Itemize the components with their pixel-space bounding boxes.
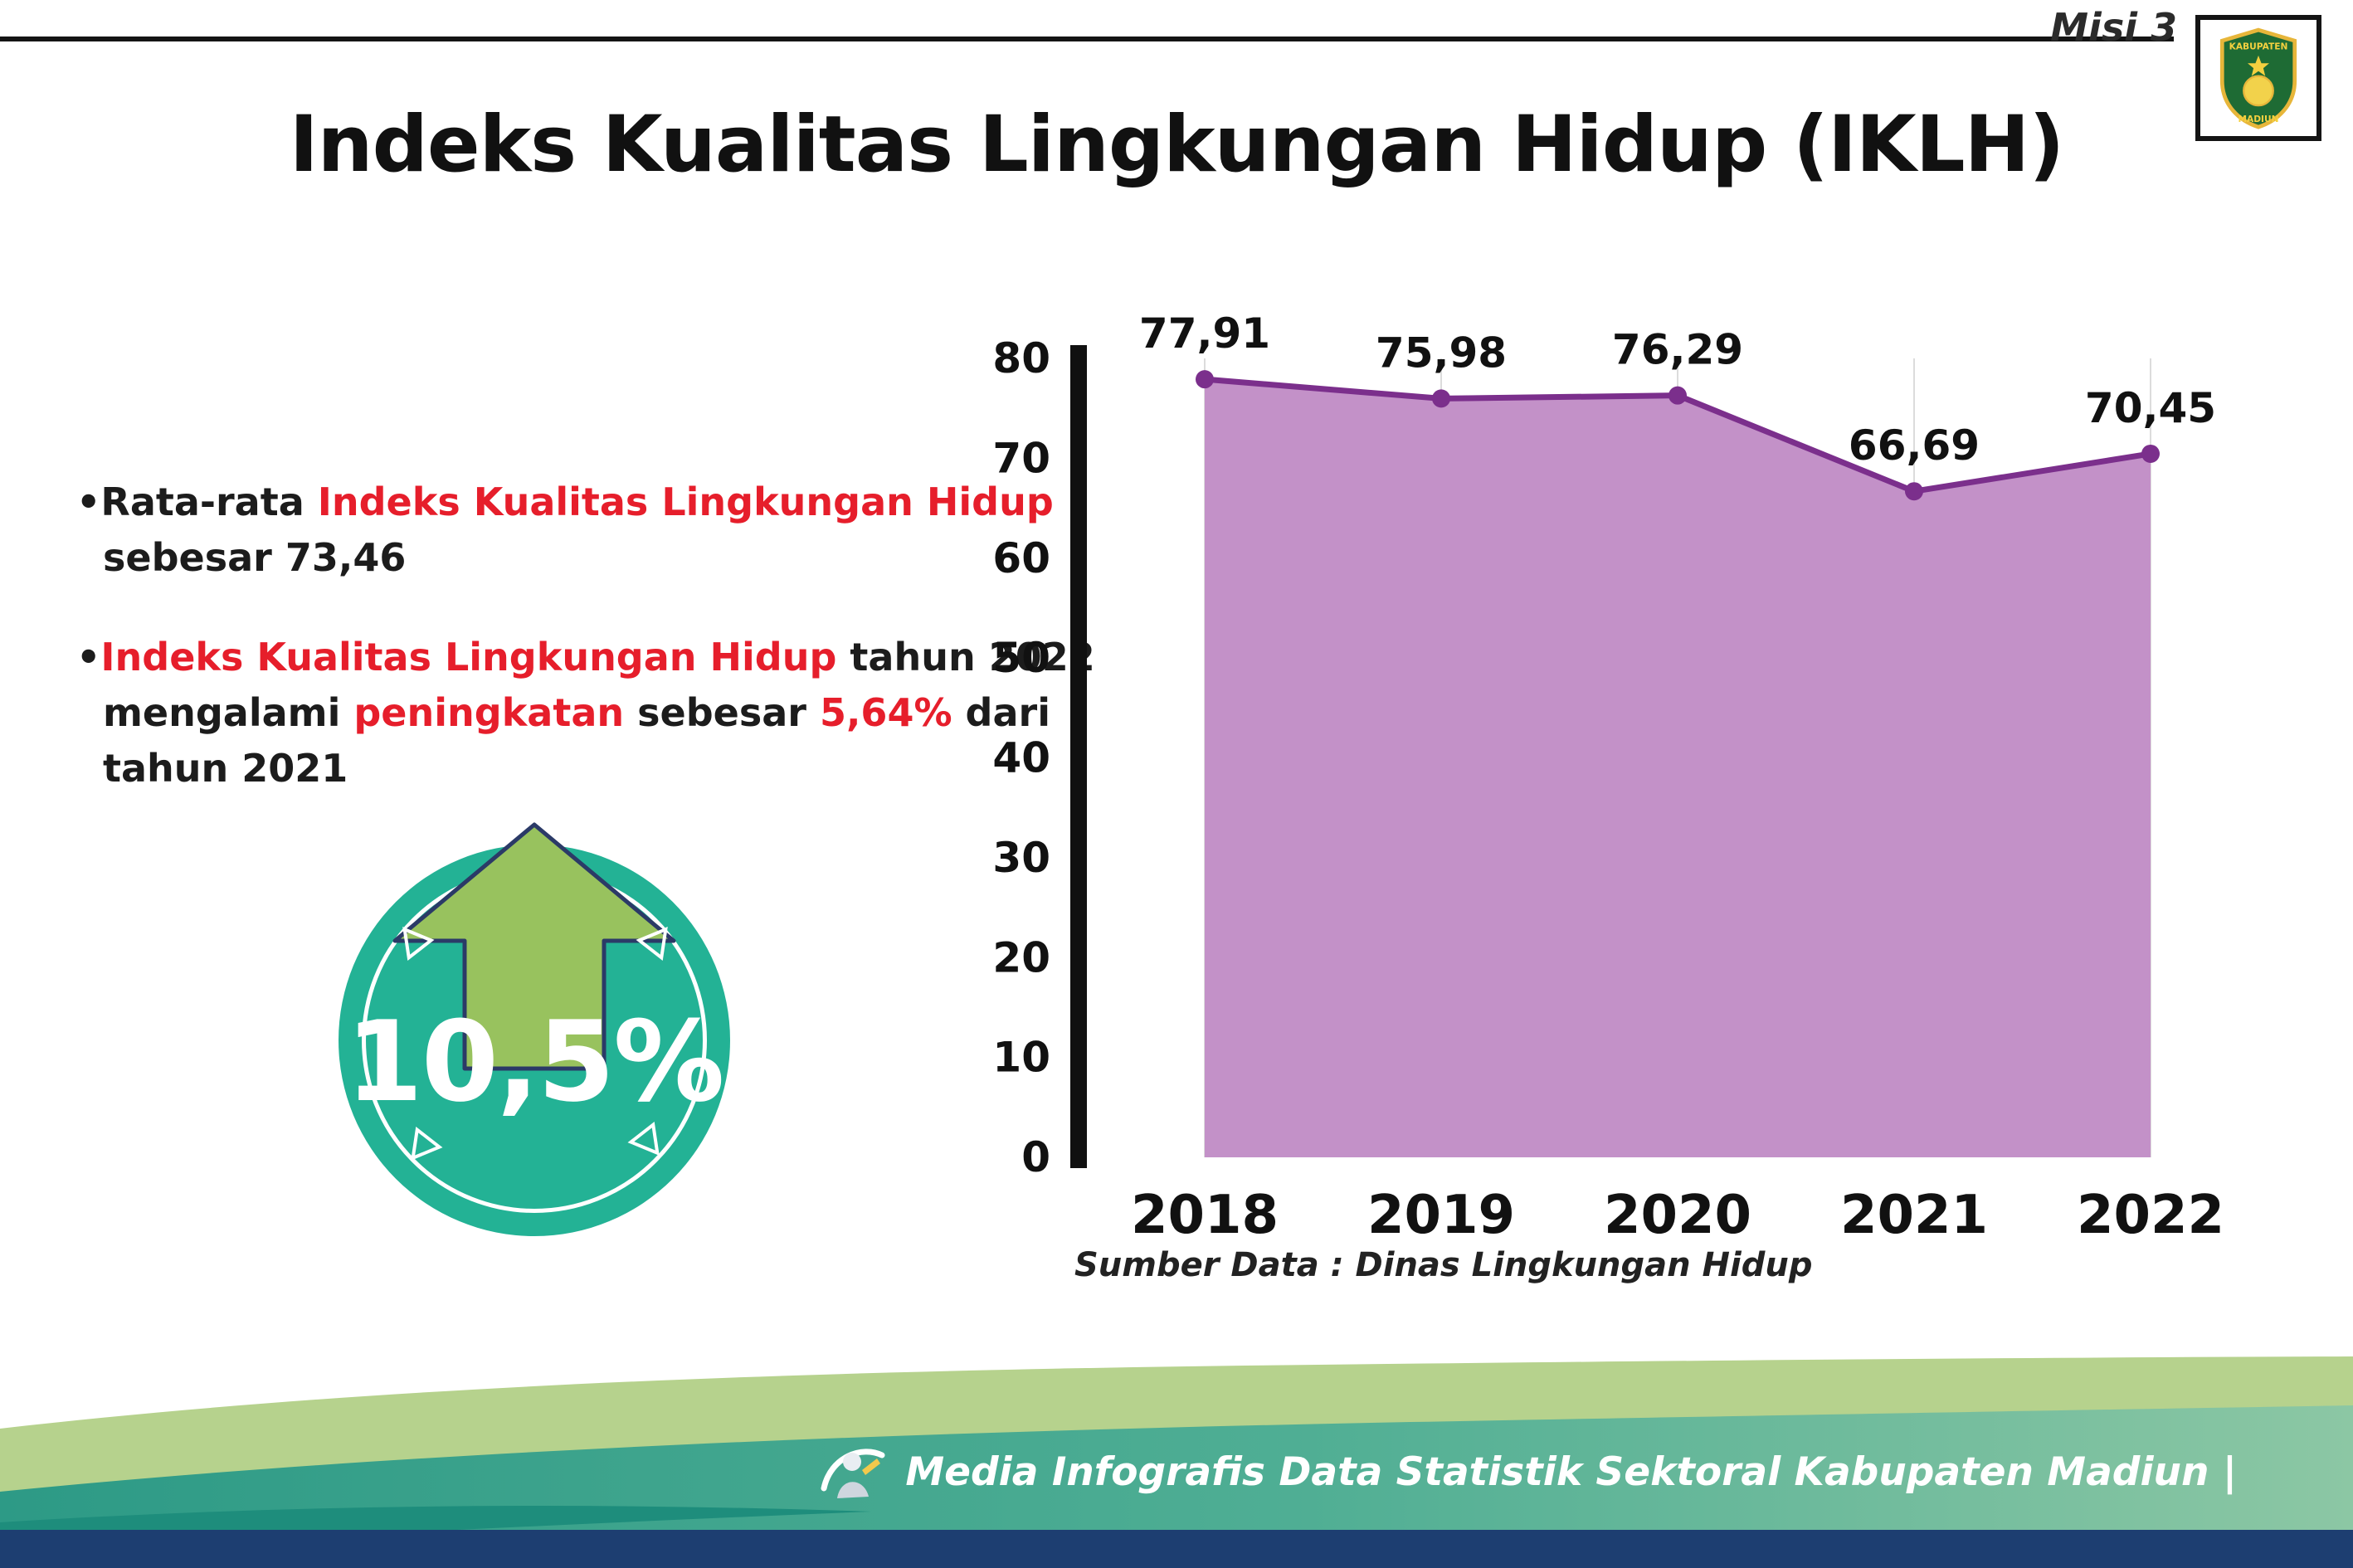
- wave-teal: [0, 1405, 2353, 1568]
- crest-icon: KABUPATEN MADIUN: [2219, 27, 2297, 129]
- footer-navy-strip: [0, 1530, 2353, 1568]
- badge-triangle-decor: [402, 927, 668, 1161]
- page-title: Indeks Kualitas Lingkungan Hidup (IKLH): [289, 100, 2065, 190]
- svg-text:70: 70: [992, 434, 1050, 482]
- svg-text:0: 0: [1021, 1133, 1050, 1181]
- footer-caption: Media Infografis Data Statistik Sektoral…: [814, 1434, 2237, 1510]
- increase-badge: 10,5%: [339, 821, 730, 1244]
- crest-top-text: KABUPATEN: [2229, 41, 2288, 52]
- svg-text:75,98: 75,98: [1376, 329, 1507, 377]
- svg-text:80: 80: [992, 334, 1050, 382]
- bullet-icon: •: [76, 480, 101, 524]
- crest-bottom-text: MADIUN: [2238, 114, 2278, 124]
- svg-text:2021: 2021: [1840, 1185, 1988, 1246]
- misi-label: Misi 3: [2050, 5, 2177, 50]
- svg-text:77,91: 77,91: [1139, 309, 1270, 358]
- notes-block: •Rata-rata Indeks Kualitas Lingkungan Hi…: [76, 475, 1095, 796]
- svg-text:30: 30: [992, 834, 1050, 882]
- svg-text:2018: 2018: [1131, 1185, 1279, 1246]
- header-rule: [0, 37, 2174, 41]
- svg-text:76,29: 76,29: [1612, 326, 1743, 374]
- svg-text:70,45: 70,45: [2085, 384, 2216, 432]
- svg-text:10: 10: [992, 1034, 1050, 1082]
- svg-text:20: 20: [992, 933, 1050, 981]
- footer-caption-text: Media Infografis Data Statistik Sektoral…: [905, 1449, 2237, 1495]
- iklh-area-chart: 0 10 20 30 40 50 60 70 80 77,91 75,98 76,29 66,69 70,…: [954, 282, 2248, 1327]
- svg-text:2022: 2022: [2077, 1185, 2224, 1246]
- svg-text:40: 40: [992, 734, 1050, 782]
- svg-text:2020: 2020: [1604, 1185, 1751, 1246]
- media-infografis-logo: [821, 1449, 885, 1498]
- footer-waves: [0, 1356, 2353, 1568]
- svg-text:66,69: 66,69: [1849, 421, 1980, 470]
- svg-text:2019: 2019: [1367, 1185, 1515, 1246]
- kabupaten-madiun-logo: KABUPATEN MADIUN: [2195, 15, 2321, 141]
- chart-canvas: 0 10 20 30 40 50 60 70 80 77,91 75,98 76,29 66,69 70,…: [992, 309, 2224, 1246]
- svg-text:50: 50: [992, 634, 1050, 682]
- increase-percentage: 10,5%: [345, 997, 725, 1127]
- bullet-1: •Rata-rata Indeks Kualitas Lingkungan Hi…: [76, 480, 1054, 580]
- bullet-2: •Indeks Kualitas Lingkungan Hidup tahun …: [76, 635, 1095, 791]
- bullet-icon: •: [76, 635, 101, 680]
- chart-source-caption: Sumber Data : Dinas Lingkungan Hidup: [1074, 1246, 1813, 1284]
- svg-text:60: 60: [992, 534, 1050, 582]
